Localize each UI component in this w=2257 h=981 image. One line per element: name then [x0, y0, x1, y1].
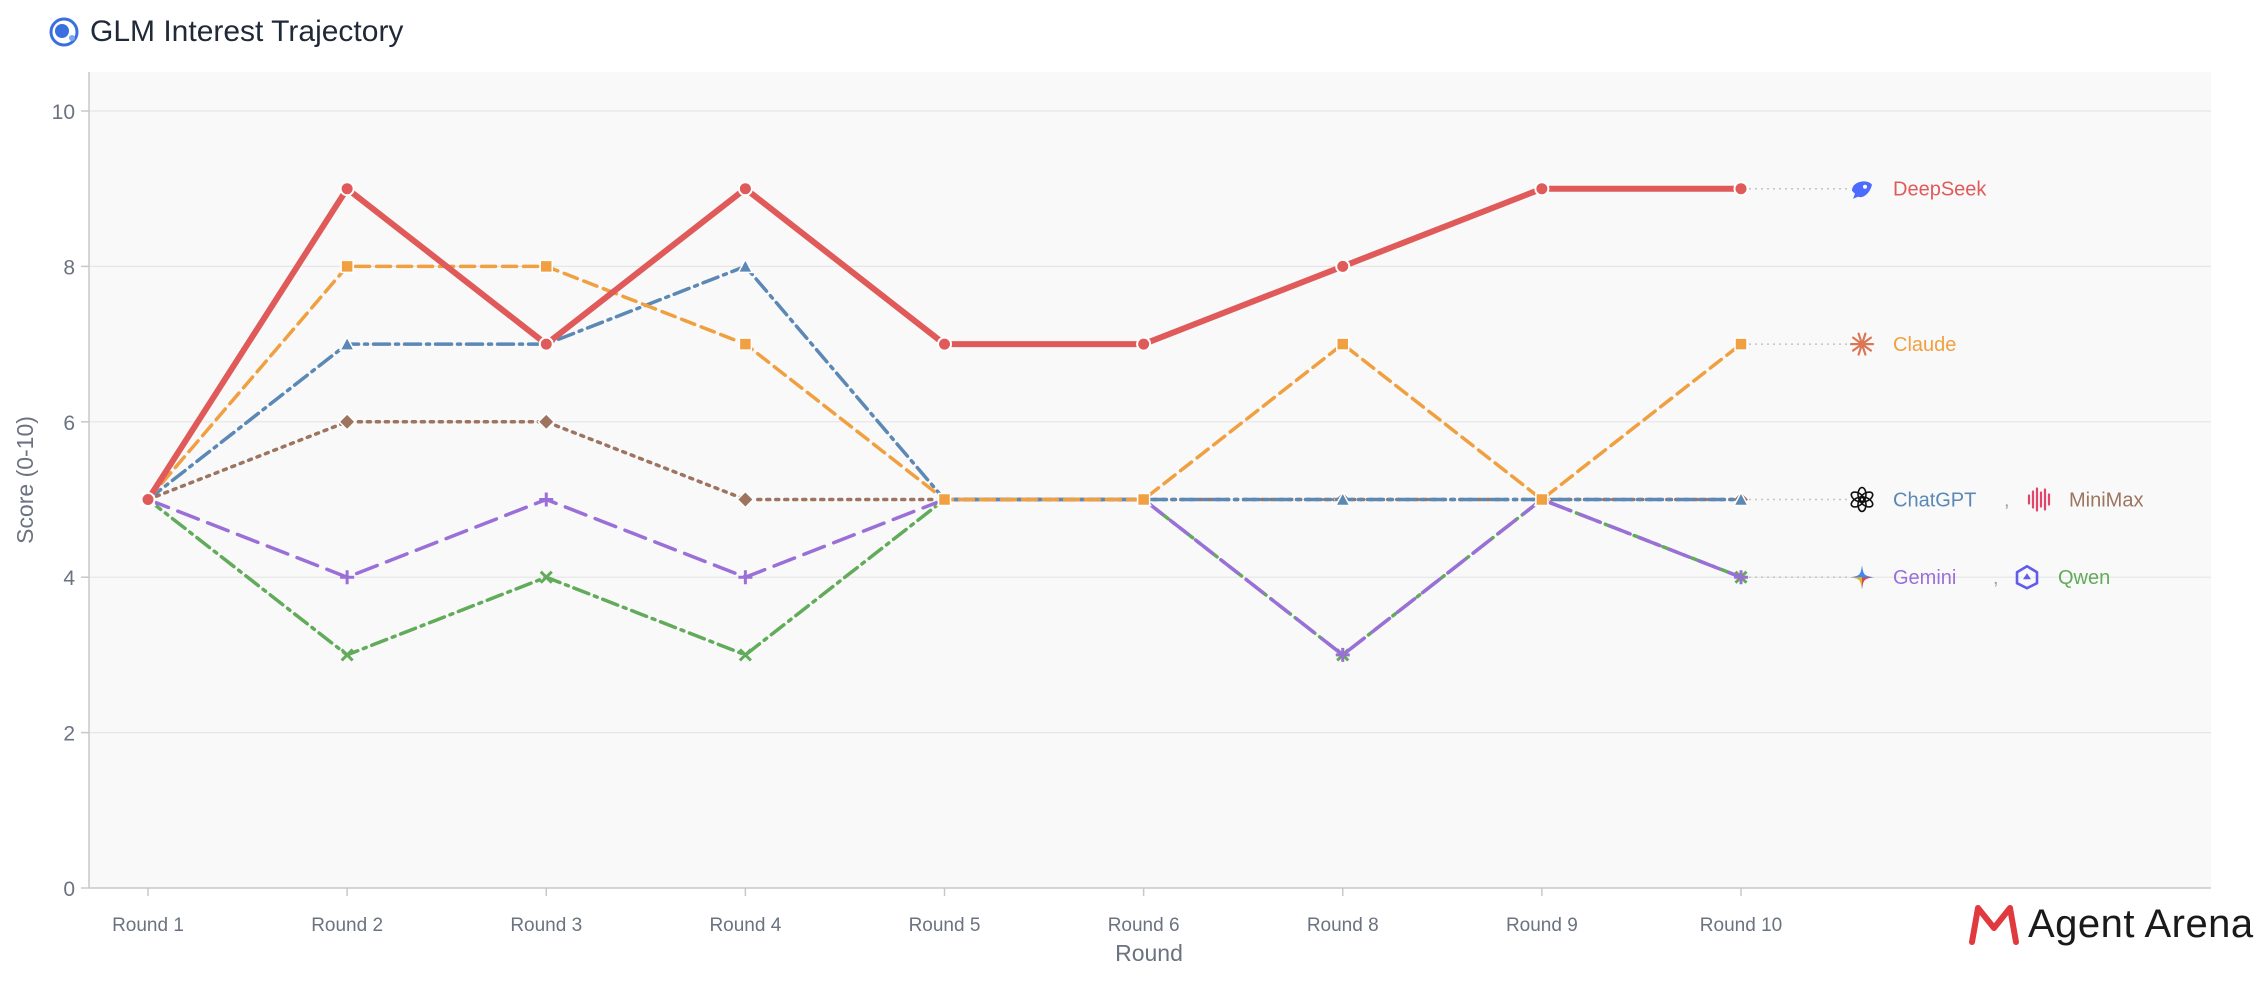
gemini-sparkle-icon — [1850, 565, 1874, 590]
y-axis-ticks: 0 2 4 6 8 10 — [52, 101, 89, 901]
x-tick-label: Round 1 — [112, 915, 184, 936]
y-tick-label: 2 — [63, 723, 75, 746]
agent-arena-branding: Agent Arena — [1968, 902, 2254, 947]
data-point-marker — [1732, 490, 1750, 507]
label-separator: , — [2004, 490, 2010, 512]
data-point-marker — [937, 492, 952, 507]
y-tick-label: 0 — [63, 878, 75, 901]
data-point-marker — [338, 335, 356, 351]
data-point-marker — [1734, 337, 1748, 351]
x-axis-ticks: Round 1 Round 2 Round 3 Round 4 Round 5 Round… — [112, 888, 1782, 936]
deepseek-whale-icon — [1852, 181, 1872, 199]
data-point-marker — [1334, 490, 1352, 507]
plot-background — [89, 72, 2211, 888]
x-tick-label: Round 8 — [1307, 915, 1379, 936]
data-point-marker — [539, 570, 553, 584]
y-tick-label: 8 — [63, 256, 75, 279]
end-labels: DeepSeek Claude ChatGPT, MiniMax Gemini, Qwen — [1849, 179, 2143, 590]
x-tick-label: Round 2 — [311, 915, 383, 936]
y-tick-label: 4 — [63, 567, 75, 590]
series-label-gemini: Gemini — [1893, 567, 1956, 589]
glm-globe-icon — [49, 17, 79, 47]
data-point-marker — [1733, 181, 1749, 197]
series-deepseek — [140, 181, 1749, 507]
x-tick-label: Round 6 — [1108, 915, 1180, 936]
chart-title-area: GLM Interest Trajectory — [48, 12, 403, 52]
data-point-marker — [1534, 181, 1550, 197]
data-point-marker — [1535, 492, 1549, 507]
qwen-hex-icon — [2015, 564, 2039, 590]
series-claude — [141, 259, 1748, 507]
y-axis-label: Score (0-10) — [12, 416, 38, 544]
data-point-marker — [736, 490, 755, 509]
data-point-marker — [340, 259, 354, 274]
x-tick-label: Round 4 — [709, 915, 781, 936]
data-point-marker — [1136, 492, 1151, 507]
x-tick-label: Round 3 — [510, 915, 582, 936]
series-label-deepseek: DeepSeek — [1893, 179, 1987, 201]
data-point-marker — [537, 412, 556, 431]
data-point-marker — [737, 181, 753, 197]
data-point-marker — [1335, 258, 1351, 274]
data-point-marker — [538, 336, 554, 352]
x-tick-label: Round 9 — [1506, 915, 1578, 936]
chatgpt-knot-icon — [1850, 486, 1874, 513]
y-tick-label: 6 — [63, 412, 75, 435]
data-point-marker — [737, 257, 754, 274]
x-tick-label: Round 5 — [909, 915, 981, 936]
brand-name: Agent Arena — [2028, 902, 2254, 946]
data-point-marker — [338, 412, 357, 431]
claude-asterisk-icon — [1849, 332, 1875, 356]
series-label-minimax: MiniMax — [2069, 490, 2143, 512]
data-point-marker — [140, 492, 156, 507]
data-point-marker — [1136, 336, 1152, 352]
series-label-qwen: Qwen — [2058, 567, 2110, 589]
series-line — [146, 420, 1743, 502]
data-point-marker — [738, 337, 753, 351]
data-point-marker — [937, 336, 952, 352]
data-point-marker — [1335, 647, 1350, 662]
x-tick-label: Round 10 — [1700, 915, 1782, 936]
data-point-marker — [738, 648, 752, 662]
data-point-marker — [539, 492, 554, 507]
y-tick-label: 10 — [52, 101, 75, 124]
label-separator: , — [1993, 567, 1999, 589]
data-point-marker — [539, 259, 553, 274]
minimax-wave-icon — [2027, 487, 2051, 512]
data-point-marker — [339, 181, 355, 197]
data-point-marker — [340, 648, 354, 662]
data-point-marker — [340, 570, 355, 585]
chart-title: GLM Interest Trajectory — [90, 15, 404, 48]
data-point-marker — [1734, 570, 1748, 585]
data-point-marker — [1336, 337, 1350, 351]
x-axis-label: Round — [1115, 940, 1183, 966]
series-label-chatgpt: ChatGPT — [1893, 490, 1976, 512]
series-label-claude: Claude — [1893, 334, 1956, 356]
agent-arena-m-logo — [1969, 904, 2019, 945]
series-lines — [138, 181, 1751, 662]
data-point-marker — [738, 570, 753, 585]
label-connectors — [1749, 187, 1848, 578]
